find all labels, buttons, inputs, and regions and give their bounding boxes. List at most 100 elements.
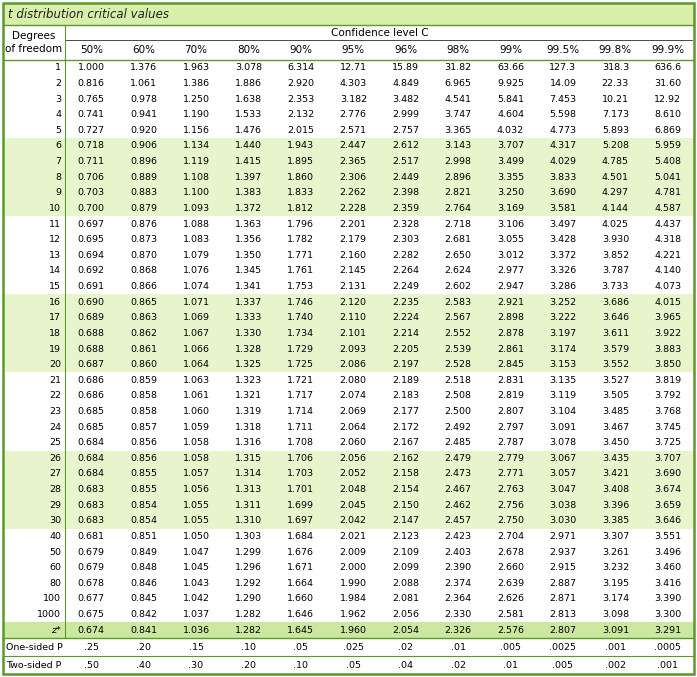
Text: 2.099: 2.099	[392, 563, 419, 572]
Text: 2.374: 2.374	[445, 579, 472, 588]
Text: 2.179: 2.179	[340, 235, 367, 244]
Text: 2.807: 2.807	[549, 626, 576, 635]
Text: 127.3: 127.3	[549, 64, 576, 72]
Text: 3.733: 3.733	[602, 282, 629, 291]
Text: 0.855: 0.855	[130, 469, 157, 479]
Text: 3.222: 3.222	[549, 313, 576, 322]
Text: 3.078: 3.078	[549, 438, 576, 447]
Text: .001: .001	[605, 642, 626, 651]
Text: 0.686: 0.686	[77, 391, 105, 400]
Text: 4.604: 4.604	[497, 110, 524, 119]
Text: 0.706: 0.706	[77, 173, 105, 181]
Text: 2.581: 2.581	[497, 610, 524, 619]
Text: 3.291: 3.291	[654, 626, 682, 635]
Text: 3.707: 3.707	[497, 141, 524, 150]
Text: 95%: 95%	[342, 45, 365, 55]
Text: 1.071: 1.071	[183, 298, 210, 307]
Text: 1.316: 1.316	[235, 438, 262, 447]
Text: 2.045: 2.045	[340, 501, 367, 510]
Text: 3.428: 3.428	[549, 235, 576, 244]
Text: 98%: 98%	[447, 45, 470, 55]
Text: 2.998: 2.998	[445, 157, 472, 166]
Text: .10: .10	[241, 642, 256, 651]
Text: 2.326: 2.326	[445, 626, 472, 635]
Text: 2.398: 2.398	[392, 188, 420, 197]
Text: 0.675: 0.675	[77, 610, 105, 619]
Text: 3.153: 3.153	[549, 360, 576, 369]
Text: 1.060: 1.060	[183, 407, 210, 416]
Text: 2.626: 2.626	[497, 594, 524, 603]
Text: 0.879: 0.879	[130, 204, 157, 213]
Text: 1.310: 1.310	[235, 517, 262, 525]
Text: 5: 5	[55, 126, 61, 135]
Text: 1.043: 1.043	[183, 579, 210, 588]
Text: 1.100: 1.100	[183, 188, 210, 197]
Text: 2.887: 2.887	[549, 579, 576, 588]
Text: 2.861: 2.861	[497, 345, 524, 353]
Text: 90%: 90%	[289, 45, 312, 55]
Text: 0.865: 0.865	[130, 298, 157, 307]
Text: 70%: 70%	[185, 45, 208, 55]
Text: 6.965: 6.965	[445, 79, 472, 88]
Text: 3.527: 3.527	[602, 376, 629, 385]
Text: 1.363: 1.363	[235, 219, 262, 229]
Text: 1.119: 1.119	[183, 157, 210, 166]
Text: 1.714: 1.714	[287, 407, 314, 416]
Text: 1.645: 1.645	[287, 626, 314, 635]
Text: 40: 40	[49, 532, 61, 541]
Text: 1.059: 1.059	[183, 422, 210, 432]
Text: 0.854: 0.854	[130, 517, 157, 525]
Bar	[3, 263, 694, 279]
Text: 1.064: 1.064	[183, 360, 210, 369]
Bar	[3, 403, 694, 419]
Text: .15: .15	[189, 642, 204, 651]
Text: 2.403: 2.403	[445, 548, 472, 556]
Text: 1.372: 1.372	[235, 204, 262, 213]
Text: 3.745: 3.745	[654, 422, 682, 432]
Text: Confidence level C: Confidence level C	[330, 28, 429, 37]
Text: 26: 26	[49, 454, 61, 463]
Text: 3.250: 3.250	[497, 188, 524, 197]
Text: 2.056: 2.056	[340, 454, 367, 463]
Text: 2.539: 2.539	[445, 345, 472, 353]
Text: 11: 11	[49, 219, 61, 229]
Text: 0.694: 0.694	[77, 250, 105, 260]
Text: 1.108: 1.108	[183, 173, 210, 181]
Text: 2.650: 2.650	[445, 250, 472, 260]
Text: 1: 1	[55, 64, 61, 72]
Text: .01: .01	[503, 661, 518, 670]
Text: 1.476: 1.476	[235, 126, 262, 135]
Text: 2.639: 2.639	[497, 579, 524, 588]
Text: 2.447: 2.447	[340, 141, 367, 150]
Text: 1.067: 1.067	[183, 329, 210, 338]
Text: 2.612: 2.612	[392, 141, 419, 150]
Text: 2.764: 2.764	[445, 204, 472, 213]
Text: 0.697: 0.697	[77, 219, 105, 229]
Bar	[3, 76, 694, 91]
Text: 27: 27	[49, 469, 61, 479]
Text: 0.816: 0.816	[77, 79, 105, 88]
Text: 3.852: 3.852	[602, 250, 629, 260]
Text: 8: 8	[55, 173, 61, 181]
Text: 1.341: 1.341	[235, 282, 262, 291]
Text: 1.330: 1.330	[235, 329, 262, 338]
Text: 1.725: 1.725	[287, 360, 314, 369]
Text: 1.299: 1.299	[235, 548, 262, 556]
Text: 2.189: 2.189	[392, 376, 419, 385]
Text: 0.849: 0.849	[130, 548, 157, 556]
Text: 3.182: 3.182	[339, 95, 367, 104]
Text: 3.416: 3.416	[654, 579, 682, 588]
Bar	[3, 154, 694, 169]
Text: 2.162: 2.162	[392, 454, 419, 463]
Text: 3.135: 3.135	[549, 376, 576, 385]
Text: 1.746: 1.746	[287, 298, 314, 307]
Text: 4: 4	[55, 110, 61, 119]
Text: 7.173: 7.173	[602, 110, 629, 119]
Text: 1.056: 1.056	[183, 485, 210, 494]
Text: 3.747: 3.747	[445, 110, 472, 119]
Text: 1.063: 1.063	[183, 376, 210, 385]
Text: 2.567: 2.567	[445, 313, 472, 322]
Text: 2.080: 2.080	[340, 376, 367, 385]
Text: 1.383: 1.383	[235, 188, 262, 197]
Text: 4.140: 4.140	[654, 266, 681, 276]
